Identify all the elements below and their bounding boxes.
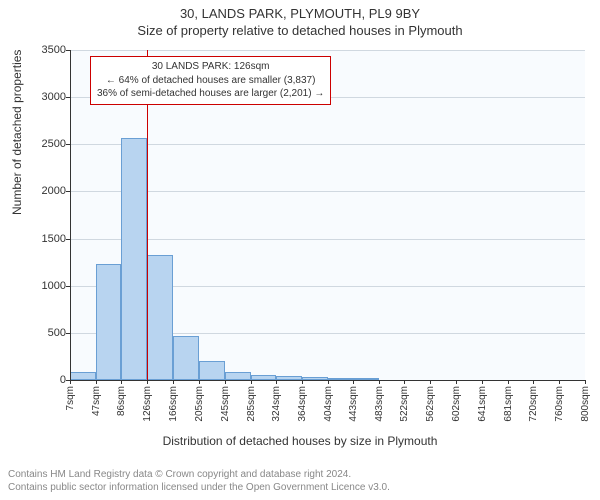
page-title: 30, LANDS PARK, PLYMOUTH, PL9 9BY — [0, 0, 600, 21]
info-box-line1: 30 LANDS PARK: 126sqm — [97, 60, 324, 74]
x-tick-label: 47sqm — [91, 386, 102, 416]
x-tick-mark — [508, 380, 509, 384]
x-tick-label: 522sqm — [399, 386, 410, 422]
info-box-line2: ← 64% of detached houses are smaller (3,… — [97, 74, 324, 88]
x-tick-mark — [353, 380, 354, 384]
footer-attribution: Contains HM Land Registry data © Crown c… — [8, 468, 390, 494]
y-tick-mark — [66, 333, 70, 334]
y-axis-line — [70, 50, 71, 380]
x-tick-label: 324sqm — [271, 386, 282, 422]
x-tick-mark — [533, 380, 534, 384]
x-tick-label: 483sqm — [374, 386, 385, 422]
histogram-bar — [96, 264, 121, 380]
histogram-bar — [70, 372, 96, 380]
x-tick-mark — [70, 380, 71, 384]
x-tick-mark — [173, 380, 174, 384]
x-tick-label: 641sqm — [477, 386, 488, 422]
x-tick-mark — [379, 380, 380, 384]
x-tick-mark — [430, 380, 431, 384]
y-tick-mark — [66, 239, 70, 240]
chart-info-box: 30 LANDS PARK: 126sqm ← 64% of detached … — [90, 56, 331, 105]
x-tick-label: 443sqm — [348, 386, 359, 422]
y-tick-mark — [66, 97, 70, 98]
y-tick-label: 1500 — [42, 233, 66, 245]
x-tick-label: 760sqm — [554, 386, 565, 422]
x-tick-label: 126sqm — [142, 386, 153, 422]
x-tick-label: 720sqm — [528, 386, 539, 422]
x-tick-mark — [147, 380, 148, 384]
histogram-bar — [147, 255, 173, 380]
y-tick-label: 500 — [48, 327, 66, 339]
x-tick-mark — [559, 380, 560, 384]
x-tick-label: 285sqm — [246, 386, 257, 422]
footer-line1: Contains HM Land Registry data © Crown c… — [8, 468, 390, 481]
x-tick-label: 404sqm — [323, 386, 334, 422]
y-tick-label: 2000 — [42, 185, 66, 197]
y-tick-mark — [66, 50, 70, 51]
x-tick-mark — [456, 380, 457, 384]
y-tick-mark — [66, 191, 70, 192]
histogram-bar — [225, 372, 251, 380]
x-tick-label: 364sqm — [297, 386, 308, 422]
y-tick-label: 3500 — [42, 44, 66, 56]
x-tick-label: 602sqm — [451, 386, 462, 422]
x-tick-mark — [96, 380, 97, 384]
x-tick-mark — [585, 380, 586, 384]
histogram-bar — [173, 336, 198, 380]
x-tick-label: 562sqm — [425, 386, 436, 422]
x-tick-mark — [276, 380, 277, 384]
x-tick-mark — [328, 380, 329, 384]
y-tick-mark — [66, 144, 70, 145]
x-tick-label: 86sqm — [116, 386, 127, 416]
chart-subtitle: Size of property relative to detached ho… — [0, 21, 600, 38]
x-tick-label: 7sqm — [65, 386, 76, 410]
x-tick-mark — [251, 380, 252, 384]
x-tick-mark — [404, 380, 405, 384]
x-tick-mark — [302, 380, 303, 384]
y-tick-label: 2500 — [42, 138, 66, 150]
y-tick-label: 1000 — [42, 280, 66, 292]
x-tick-mark — [482, 380, 483, 384]
histogram-bar — [121, 138, 147, 380]
x-tick-label: 205sqm — [194, 386, 205, 422]
y-tick-label: 3000 — [42, 91, 66, 103]
x-tick-mark — [199, 380, 200, 384]
x-axis-label: Distribution of detached houses by size … — [0, 434, 600, 448]
x-tick-label: 800sqm — [580, 386, 591, 422]
y-tick-mark — [66, 286, 70, 287]
x-tick-mark — [121, 380, 122, 384]
x-tick-mark — [225, 380, 226, 384]
x-tick-label: 245sqm — [220, 386, 231, 422]
x-tick-label: 681sqm — [503, 386, 514, 422]
x-tick-label: 166sqm — [168, 386, 179, 422]
y-axis-label: Number of detached properties — [10, 50, 24, 215]
histogram-bar — [199, 361, 225, 380]
footer-line2: Contains public sector information licen… — [8, 481, 390, 494]
info-box-line3: 36% of semi-detached houses are larger (… — [97, 87, 324, 101]
